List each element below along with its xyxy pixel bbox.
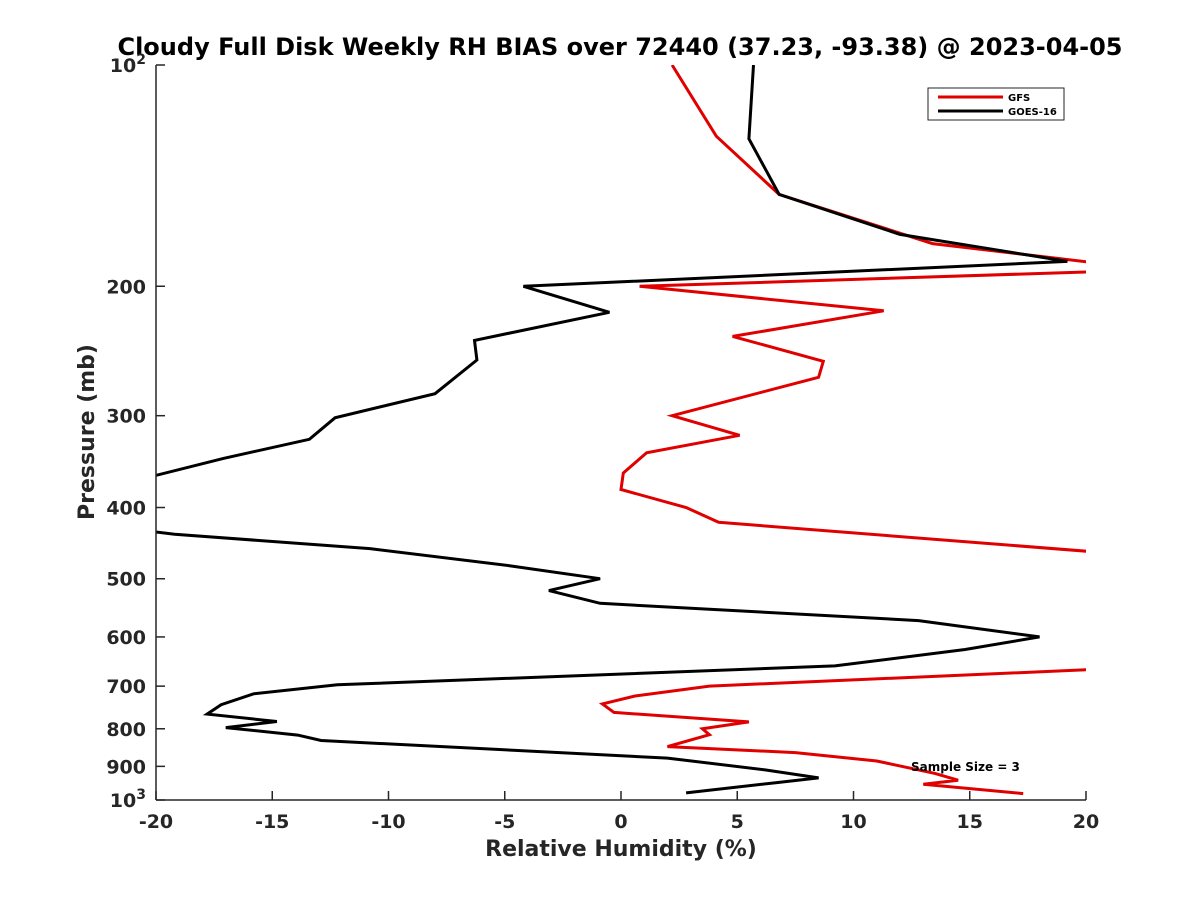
y-tick-label: 700: [106, 676, 146, 698]
legend-label-gfs: GFS: [1008, 93, 1030, 104]
y-tick-label: 500: [106, 569, 146, 591]
x-tick-label: -10: [371, 811, 405, 833]
series-layer: [156, 65, 1086, 796]
x-tick-label: 5: [731, 811, 744, 833]
x-tick-label: 0: [614, 811, 627, 833]
series-line-gfs: [598, 65, 1086, 796]
y-tick-label: 400: [106, 498, 146, 520]
y-tick-label: 600: [106, 627, 146, 649]
y-tick-label: 800: [106, 719, 146, 741]
x-tick-label: 20: [1073, 811, 1099, 833]
legend-box: [927, 87, 1065, 121]
x-tick-label: 15: [957, 811, 983, 833]
sample-size-annotation: Sample Size = 3: [911, 760, 1020, 774]
chart-title: Cloudy Full Disk Weekly RH BIAS over 724…: [117, 33, 1122, 61]
x-tick-label: -15: [255, 811, 289, 833]
y-tick-label: 200: [106, 276, 146, 298]
legend-label-goes16: GOES-16: [1008, 107, 1057, 118]
x-tick-label: -20: [139, 811, 173, 833]
x-axis-label: Relative Humidity (%): [485, 837, 757, 862]
legend: GFS GOES-16: [927, 87, 1065, 121]
y-axis-label: Pressure (mb): [75, 344, 100, 520]
y-tick-label: 300: [106, 406, 146, 428]
y-ticks: 102 200 300 400 500 600 700 800 900 103: [106, 52, 165, 812]
x-tick-label: -5: [494, 811, 515, 833]
x-tick-label: 10: [840, 811, 866, 833]
x-ticks: -20 -15 -10 -5 0 5 10 15 20: [139, 791, 1099, 833]
y-tick-label: 103: [110, 787, 146, 812]
series-line-goes16: [156, 65, 1068, 795]
y-tick-label: 900: [106, 756, 146, 778]
y-tick-label: 102: [110, 52, 146, 77]
